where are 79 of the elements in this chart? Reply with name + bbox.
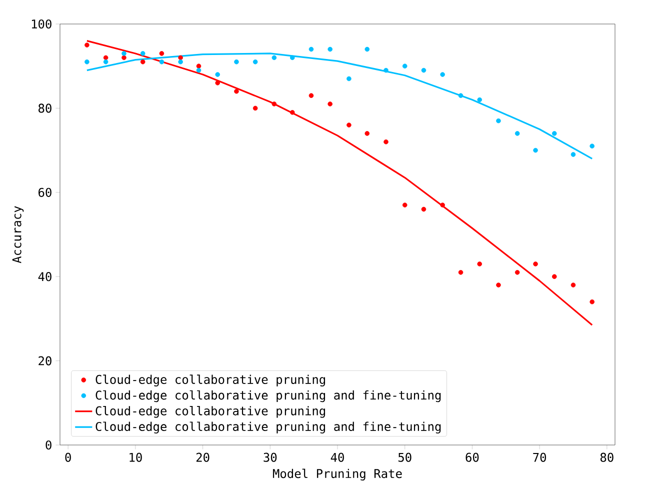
point [272, 55, 277, 60]
point [103, 59, 108, 64]
x-axis-title: Model Pruning Rate [272, 468, 402, 480]
x-tick-label: 10 [130, 452, 142, 462]
point [402, 64, 408, 68]
point [346, 122, 352, 128]
point [421, 68, 426, 73]
point [215, 80, 220, 86]
y-tick-label: 40 [38, 272, 52, 282]
y-tick-label: 80 [38, 104, 52, 113]
point [122, 55, 126, 60]
point [514, 270, 520, 275]
point [364, 131, 370, 136]
point [215, 72, 220, 77]
point [234, 88, 239, 94]
point [477, 97, 482, 102]
point [140, 51, 146, 56]
line-series [86, 40, 593, 326]
point [178, 55, 183, 60]
legend-label: Cloud-edge collaborative pruning and fine-tuning [96, 422, 441, 434]
x-tick-label: 40 [330, 452, 344, 462]
point [346, 76, 352, 82]
point [178, 59, 183, 64]
y-tick-label: 0 [46, 440, 52, 450]
legend-label: Cloud-edge collaborative pruning [96, 374, 326, 386]
point [308, 93, 314, 98]
point [328, 102, 332, 106]
point [328, 46, 332, 52]
x-tick-label: 0 [65, 452, 71, 462]
point [234, 59, 239, 64]
point [103, 55, 108, 60]
point [514, 131, 520, 136]
point [159, 59, 164, 64]
point [496, 282, 501, 288]
point [440, 72, 445, 77]
point [308, 46, 314, 52]
point [458, 93, 464, 98]
point [552, 274, 557, 279]
point [570, 152, 576, 157]
y-tick-label: 60 [38, 188, 52, 197]
y-tick-label: 20 [38, 356, 52, 366]
point [477, 262, 482, 266]
point [122, 51, 126, 56]
point [458, 270, 464, 275]
point [364, 46, 370, 52]
y-tick-label: 100 [32, 19, 52, 29]
point [252, 59, 258, 64]
x-tick-label: 60 [466, 452, 479, 462]
point [421, 206, 426, 212]
point [533, 148, 538, 153]
point [384, 68, 388, 73]
point [196, 64, 202, 68]
point [84, 42, 90, 48]
x-tick-label: 30 [264, 452, 277, 462]
x-tick-label: 20 [196, 452, 210, 462]
x-tick-label: 80 [600, 452, 614, 462]
point [402, 202, 408, 208]
point [533, 262, 538, 266]
point [590, 299, 595, 304]
point [590, 144, 595, 148]
point [440, 202, 445, 208]
point [159, 51, 164, 56]
point [140, 59, 146, 64]
point [290, 110, 295, 115]
legend-label: Cloud-edge collaborative pruning and fine-tuning [96, 390, 441, 402]
point [552, 131, 557, 136]
point [84, 59, 90, 64]
x-tick-label: 50 [398, 452, 412, 462]
point [290, 55, 295, 60]
point [570, 282, 576, 288]
x-tick-label: 70 [533, 452, 546, 462]
point [384, 139, 388, 144]
point [272, 102, 277, 106]
y-axis-title: Accuracy [12, 206, 24, 264]
point [252, 106, 258, 111]
line-series [86, 52, 593, 160]
legend-label: Cloud-edge collaborative pruning [96, 406, 326, 418]
point [196, 68, 202, 73]
point [496, 118, 501, 124]
